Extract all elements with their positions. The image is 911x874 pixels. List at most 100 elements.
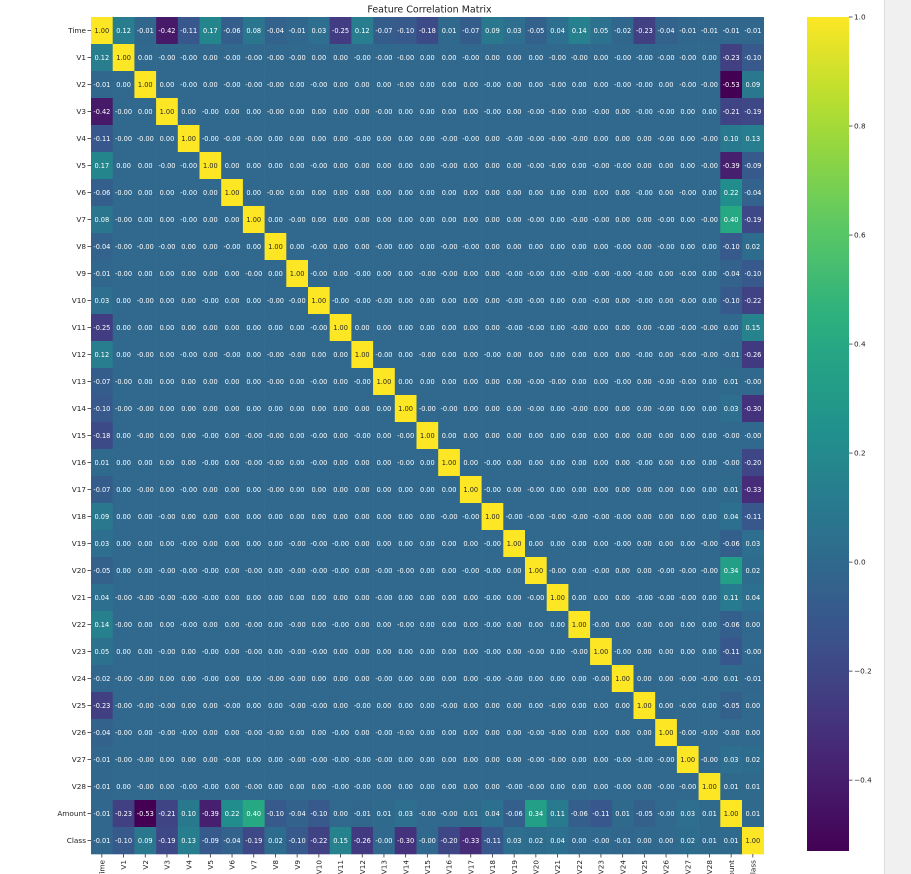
- cell-v14-v6: [221, 395, 244, 423]
- annotation-v3-v23: -0.00: [592, 108, 609, 116]
- annotation-v24-v5: -0.00: [202, 675, 219, 683]
- y-tick-label-v27: V27: [72, 755, 87, 764]
- cell-amount-v27: [676, 800, 699, 828]
- annotation-v18-v1: 0.00: [116, 513, 131, 521]
- annotation-time-v12: 0.12: [355, 27, 370, 35]
- cell-v18-v5: [199, 503, 222, 531]
- annotation-v25-v11: 0.00: [333, 702, 348, 710]
- annotation-v15-v28: 0.00: [702, 432, 717, 440]
- cell-v8-v3: [156, 233, 179, 261]
- cell-v18-time: [91, 503, 113, 531]
- annotation-v23-v17: 0.00: [463, 648, 478, 656]
- annotation-v23-v5: -0.00: [202, 648, 219, 656]
- cell-v9-class: [742, 260, 764, 288]
- annotation-v21-v4: -0.00: [180, 594, 197, 602]
- annotation-v3-v9: 0.00: [290, 108, 305, 116]
- annotation-v15-v10: -0.00: [310, 432, 327, 440]
- annotation-v11-v19: -0.00: [506, 324, 523, 332]
- cell-amount-v28: [698, 800, 721, 828]
- x-tick-label-v1: V1: [119, 860, 128, 870]
- annotation-v12-v2: -0.00: [137, 351, 154, 359]
- cell-v22-v27: [676, 611, 699, 639]
- cell-v24-v19: [503, 665, 526, 693]
- cell-class-v11: [329, 827, 352, 855]
- cell-v23-v13: [373, 638, 396, 666]
- annotation-v21-time: 0.04: [95, 594, 110, 602]
- annotation-v4-v28: -0.00: [701, 135, 718, 143]
- cell-v25-v28: [698, 692, 721, 720]
- cell-v14-time: [91, 395, 113, 423]
- cell-v21-v11: [329, 584, 352, 612]
- cell-v5-time: [91, 152, 113, 180]
- cell-v2-v16: [438, 71, 461, 99]
- cell-v22-v14: [394, 611, 417, 639]
- cell-v4-v13: [373, 125, 396, 153]
- cell-v24-v23: [590, 665, 613, 693]
- annotation-v20-v16: 0.00: [442, 567, 457, 575]
- cell-v6-v9: [286, 179, 309, 207]
- cell-v8-v28: [698, 233, 721, 261]
- cell-v5-v7: [242, 152, 265, 180]
- cell-v2-v19: [503, 71, 526, 99]
- cell-v28-v14: [394, 773, 417, 801]
- cell-v5-v4: [177, 152, 200, 180]
- cell-time-v20: [525, 17, 547, 45]
- cell-v14-v1: [112, 395, 135, 423]
- annotation-v12-v13: -0.00: [375, 351, 392, 359]
- cell-v15-v24: [611, 422, 634, 450]
- cell-v10-v4: [177, 287, 200, 315]
- cell-v15-amount: [720, 422, 743, 450]
- annotation-v23-v20: -0.00: [527, 648, 544, 656]
- annotation-v16-v18: -0.00: [484, 459, 501, 467]
- cell-v23-v23: [590, 638, 613, 666]
- annotation-v26-v26: 1.00: [659, 729, 674, 737]
- annotation-v28-v27: -0.00: [679, 783, 696, 791]
- annotation-v8-v18: 0.00: [485, 243, 500, 251]
- cell-v23-v7: [242, 638, 265, 666]
- annotation-v25-v27: -0.00: [679, 702, 696, 710]
- cell-v24-v27: [676, 665, 699, 693]
- annotation-v11-v9: 0.00: [290, 324, 305, 332]
- cell-v9-v25: [633, 260, 656, 288]
- annotation-v4-amount: 0.10: [724, 135, 739, 143]
- cell-v5-class: [742, 152, 764, 180]
- cell-v14-v28: [698, 395, 721, 423]
- x-tick-label-v6: V6: [228, 860, 237, 870]
- annotation-v28-v13: 0.00: [377, 783, 392, 791]
- cell-v24-v2: [134, 665, 157, 693]
- annotation-v4-v20: -0.00: [527, 135, 544, 143]
- cell-v12-v25: [633, 341, 656, 369]
- annotation-v19-v15: 0.00: [420, 540, 435, 548]
- annotation-v14-v15: -0.00: [419, 405, 436, 413]
- cell-v17-v24: [611, 476, 634, 504]
- cell-v8-v23: [590, 233, 613, 261]
- annotation-v15-v18: 0.00: [485, 432, 500, 440]
- annotation-v12-v20: 0.00: [529, 351, 544, 359]
- y-tick-label-v12: V12: [72, 350, 86, 359]
- annotation-v22-v27: 0.00: [680, 621, 695, 629]
- cell-v22-v22: [568, 611, 591, 639]
- cell-v1-v10: [308, 44, 330, 72]
- cell-v19-v6: [221, 530, 244, 558]
- cell-v5-v9: [286, 152, 309, 180]
- cell-v13-v9: [286, 368, 309, 396]
- annotation-v3-v5: -0.00: [202, 108, 219, 116]
- annotation-v5-v6: 0.00: [225, 162, 240, 170]
- cell-v6-v28: [698, 179, 721, 207]
- annotation-v14-amount: 0.03: [724, 405, 739, 413]
- annotation-v21-class: 0.04: [746, 594, 761, 602]
- cell-v15-v3: [156, 422, 179, 450]
- annotation-v19-v18: -0.00: [484, 540, 501, 548]
- cell-v3-v10: [308, 98, 330, 126]
- annotation-class-v21: 0.04: [550, 837, 565, 845]
- cell-v11-v10: [308, 314, 330, 342]
- annotation-v17-v13: 0.00: [377, 486, 392, 494]
- cell-v12-v4: [177, 341, 200, 369]
- cell-time-amount: [720, 17, 743, 45]
- cell-v17-v12: [351, 476, 374, 504]
- cell-v17-v23: [590, 476, 613, 504]
- cell-time-v2: [134, 17, 157, 45]
- cell-amount-v10: [308, 800, 330, 828]
- annotation-v7-class: -0.19: [744, 216, 761, 224]
- annotation-v27-class: 0.02: [746, 756, 761, 764]
